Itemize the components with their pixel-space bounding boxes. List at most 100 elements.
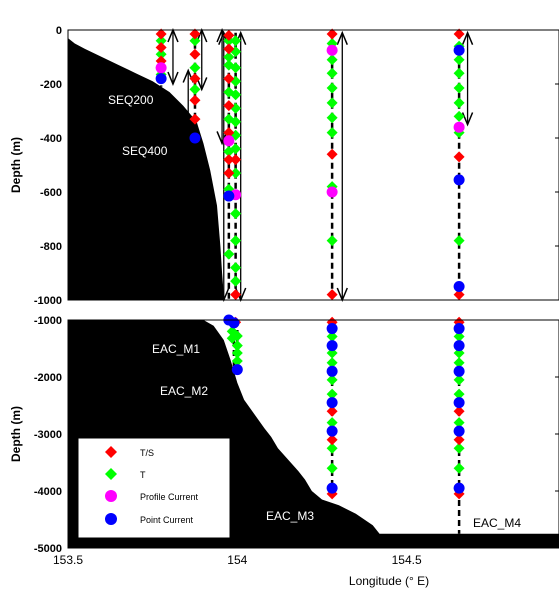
- t-sensor-marker: [326, 235, 338, 247]
- t-sensor-marker: [453, 235, 465, 247]
- legend-label-t: T: [140, 470, 146, 480]
- ts-sensor-marker: [326, 148, 338, 160]
- ts-sensor-marker: [189, 28, 201, 40]
- y-tick-label: -2000: [34, 372, 62, 384]
- t-sensor-marker: [453, 417, 465, 429]
- t-sensor-marker: [453, 54, 465, 66]
- legend-marker-profile-current: [105, 490, 117, 502]
- x-axis-ticks: 153.5 154 154.5: [53, 544, 422, 567]
- t-sensor-marker: [230, 89, 242, 101]
- ts-sensor-marker: [189, 113, 201, 125]
- profile-current-marker: [155, 62, 167, 74]
- t-sensor-marker: [189, 62, 201, 74]
- mooring-label-eac-m2: EAC_M2: [160, 384, 208, 398]
- t-sensor-marker: [453, 97, 465, 109]
- t-sensor-marker: [453, 462, 465, 474]
- ts-sensor-marker: [326, 289, 338, 301]
- mooring-label-seq200: SEQ200: [108, 93, 154, 107]
- t-sensor-marker: [453, 388, 465, 400]
- t-sensor-marker: [326, 462, 338, 474]
- t-sensor-marker: [326, 357, 338, 369]
- y-tick-label: -1000: [34, 295, 62, 307]
- point-current-marker: [326, 365, 338, 377]
- t-sensor-marker: [230, 62, 242, 74]
- t-sensor-marker: [231, 355, 243, 367]
- y-tick-label: -3000: [34, 429, 62, 441]
- ts-sensor-marker: [326, 405, 338, 417]
- ts-sensor-marker: [223, 29, 235, 41]
- point-current-marker: [453, 323, 465, 335]
- t-sensor-marker: [155, 48, 167, 60]
- ts-sensor-marker: [223, 73, 235, 85]
- t-sensor-marker: [230, 262, 242, 274]
- ts-sensor-marker: [453, 28, 465, 40]
- upper-range-arrows-layer: [167, 28, 474, 302]
- legend: T/S T Profile Current Point Current: [77, 437, 231, 539]
- ts-sensor-marker: [155, 28, 167, 40]
- legend-label-profile-current: Profile Current: [140, 492, 199, 502]
- mooring-label-seq400: SEQ400: [122, 144, 168, 158]
- ts-sensor-marker: [223, 167, 235, 179]
- legend-box: [77, 437, 231, 539]
- point-current-marker: [453, 397, 465, 409]
- ts-sensor-marker: [453, 434, 465, 446]
- t-sensor-marker: [326, 82, 338, 94]
- t-sensor-marker: [453, 442, 465, 454]
- bathymetry-shape: [68, 38, 224, 300]
- point-current-marker: [453, 174, 465, 186]
- t-sensor-marker: [189, 35, 201, 47]
- x-tick-label: 154.5: [392, 553, 422, 567]
- mooring-label-eac-m3: EAC_M3: [266, 509, 314, 523]
- upper-instrument-markers-layer: [155, 28, 465, 301]
- point-current-marker: [223, 190, 235, 202]
- upper-y-axis-ticks: 0 -200 -400 -600 -800 -1000: [34, 25, 559, 307]
- profile-current-marker: [326, 186, 338, 198]
- x-tick-label: 153.5: [53, 553, 83, 567]
- point-current-marker: [453, 425, 465, 437]
- ts-sensor-marker: [326, 434, 338, 446]
- x-tick-label: 154: [227, 553, 247, 567]
- range-arrow-head-down: [167, 71, 179, 86]
- t-sensor-marker: [230, 167, 242, 179]
- legend-label-point-current: Point Current: [140, 515, 194, 525]
- point-current-marker: [155, 73, 167, 85]
- range-arrow-head-down: [216, 131, 228, 146]
- point-current-marker: [326, 340, 338, 352]
- t-sensor-marker: [326, 67, 338, 79]
- point-current-marker: [326, 397, 338, 409]
- lower-panel: EAC_M1 EAC_M2 EAC_M3 EAC_M4 -1000 -2000 -3000…: [9, 314, 559, 588]
- point-current-marker: [231, 364, 243, 376]
- upper-y-axis-label: Depth (m): [9, 137, 23, 193]
- y-tick-label: -5000: [34, 543, 62, 555]
- point-current-marker: [453, 44, 465, 56]
- ts-sensor-marker: [223, 43, 235, 55]
- ts-sensor-marker: [189, 48, 201, 60]
- point-current-marker: [326, 482, 338, 494]
- range-arrow-head-down: [196, 77, 208, 92]
- t-sensor-marker: [453, 67, 465, 79]
- ts-sensor-marker: [453, 289, 465, 301]
- ts-sensor-marker: [326, 28, 338, 40]
- y-tick-label: -1000: [34, 315, 62, 327]
- t-sensor-marker: [326, 97, 338, 109]
- point-current-marker: [453, 281, 465, 292]
- t-sensor-marker: [326, 417, 338, 429]
- point-current-marker: [326, 323, 338, 335]
- upper-panel: SEQ200 SEQ400 0 -200 -400 -600 -800 -1000 Dept…: [9, 25, 559, 307]
- y-tick-label: 0: [56, 25, 62, 37]
- t-sensor-marker: [453, 110, 465, 122]
- t-sensor-marker: [223, 248, 235, 260]
- legend-marker-point-current: [105, 513, 117, 525]
- profile-current-marker: [223, 135, 235, 147]
- legend-marker-t: [105, 468, 117, 480]
- t-sensor-marker: [231, 340, 243, 352]
- t-sensor-marker: [326, 127, 338, 139]
- ts-sensor-marker: [189, 73, 201, 85]
- t-sensor-marker: [230, 143, 242, 155]
- t-sensor-marker: [326, 442, 338, 454]
- upper-bathymetry-layer: [68, 38, 224, 300]
- mooring-label-eac-m4: EAC_M4: [473, 516, 521, 530]
- range-arrow-head-down: [182, 125, 194, 140]
- t-sensor-marker: [453, 374, 465, 386]
